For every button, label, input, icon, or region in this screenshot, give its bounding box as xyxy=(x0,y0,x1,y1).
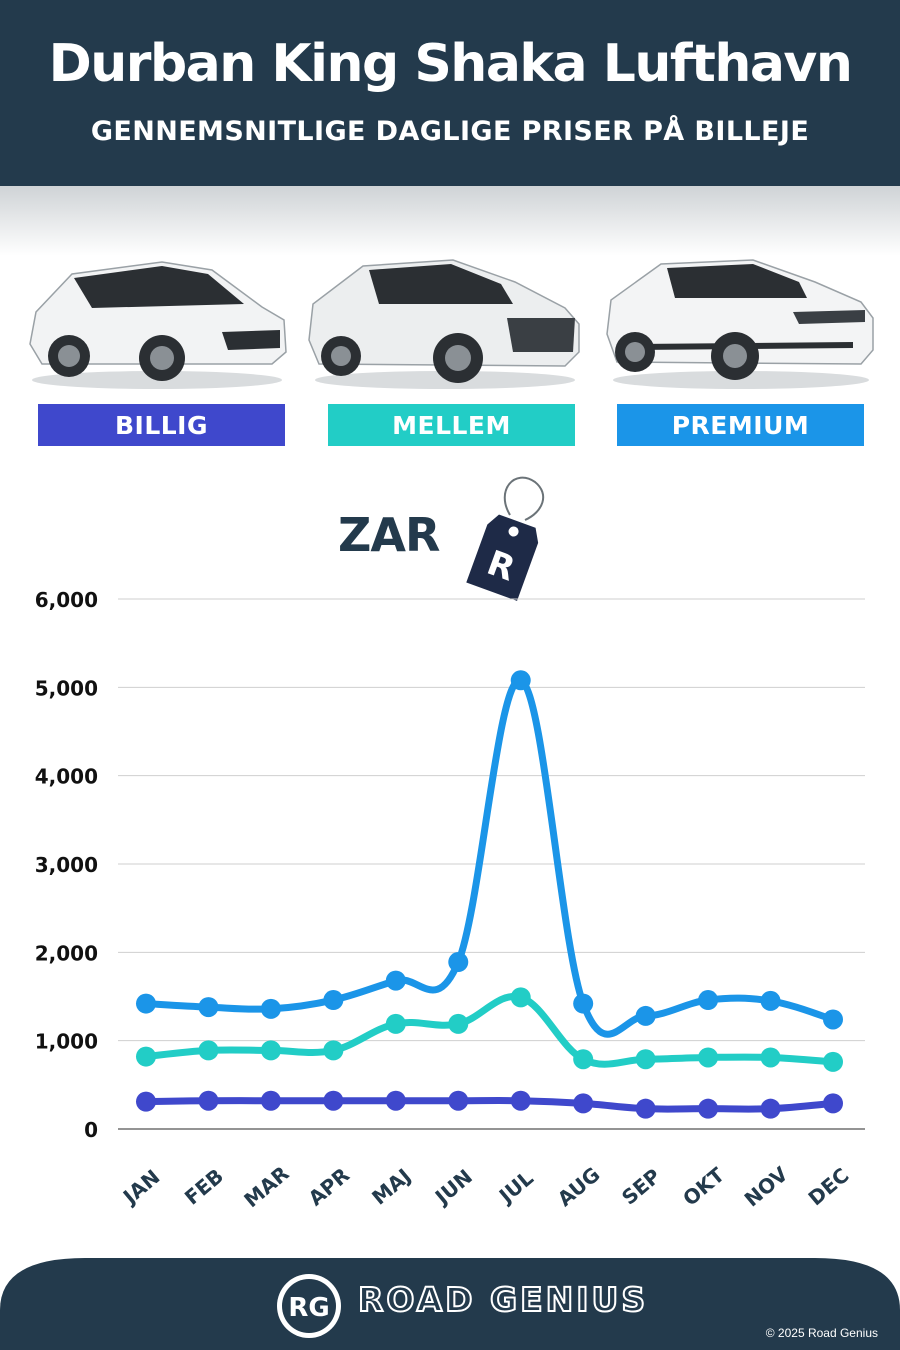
data-point xyxy=(448,1013,469,1034)
hatchback-car-icon xyxy=(29,261,287,389)
data-point xyxy=(698,990,719,1011)
category-badge-premium: PREMIUM xyxy=(617,404,864,446)
x-tick-label: JUL xyxy=(493,1166,538,1209)
data-point xyxy=(323,990,344,1011)
header-banner: Durban King Shaka Lufthavn GENNEMSNITLIG… xyxy=(0,0,900,186)
suv-car-icon xyxy=(308,259,580,389)
x-tick-label: FEB xyxy=(180,1164,228,1210)
data-point xyxy=(573,1093,594,1114)
currency-label: ZAR xyxy=(338,508,440,562)
data-point xyxy=(760,990,781,1011)
chart-y-ticks: 0 1,000 2,000 3,000 4,000 5,000 6,000 xyxy=(35,588,98,1142)
category-badge-mellem: MELLEM xyxy=(328,404,575,446)
data-point xyxy=(323,1090,344,1111)
data-point xyxy=(385,1090,406,1111)
y-tick-label: 5,000 xyxy=(35,676,98,700)
x-tick-label: MAR xyxy=(239,1161,293,1212)
logo-text: RG xyxy=(288,1293,329,1323)
x-tick-label: DEC xyxy=(804,1163,854,1210)
x-tick-label: JUN xyxy=(429,1164,477,1210)
data-point xyxy=(823,1093,843,1114)
data-point xyxy=(635,1049,656,1070)
page-subtitle: GENNEMSNITLIGE DAGLIGE PRISER PÅ BILLEJE xyxy=(90,116,810,147)
road-genius-logo-icon: RG xyxy=(277,1274,341,1338)
chart-x-ticks: JAN FEB MAR APR MAJ JUN JUL AUG SEP OKT NOV DEC xyxy=(117,1161,853,1212)
y-tick-label: 1,000 xyxy=(35,1030,98,1054)
x-tick-label: APR xyxy=(304,1163,354,1211)
y-tick-label: 2,000 xyxy=(35,941,98,965)
data-point xyxy=(136,993,156,1014)
x-tick-label: NOV xyxy=(740,1161,793,1211)
y-tick-label: 6,000 xyxy=(35,588,98,612)
data-point xyxy=(635,1005,656,1026)
price-tag-icon: R xyxy=(463,476,545,604)
data-point xyxy=(136,1091,156,1112)
series-line xyxy=(142,1097,837,1113)
series-billig xyxy=(136,1090,843,1119)
chart-series xyxy=(136,670,843,1119)
x-tick-label: SEP xyxy=(617,1164,665,1210)
data-point xyxy=(510,987,531,1008)
series-premium xyxy=(136,670,843,1038)
category-badge-billig: BILLIG xyxy=(38,404,285,446)
data-point xyxy=(198,1040,219,1061)
data-point xyxy=(760,1047,781,1068)
data-point xyxy=(573,993,594,1014)
data-point xyxy=(198,1090,219,1111)
data-point xyxy=(385,970,406,991)
x-tick-label: JAN xyxy=(117,1165,164,1210)
data-point xyxy=(698,1098,719,1119)
x-tick-label: AUG xyxy=(553,1162,605,1211)
data-point xyxy=(323,1040,344,1061)
y-tick-label: 0 xyxy=(84,1118,98,1142)
footer-banner xyxy=(0,1258,900,1350)
data-point xyxy=(635,1098,656,1119)
data-point xyxy=(760,1098,781,1119)
data-point xyxy=(823,1051,843,1072)
data-point xyxy=(448,1090,469,1111)
data-point xyxy=(698,1047,719,1068)
data-point xyxy=(823,1009,843,1030)
data-point xyxy=(573,1049,594,1070)
page-title: Durban King Shaka Lufthavn xyxy=(48,34,853,94)
data-point xyxy=(260,1090,281,1111)
series-mellem xyxy=(136,987,843,1072)
series-line xyxy=(142,676,837,1038)
data-point xyxy=(198,997,219,1018)
data-point xyxy=(448,952,469,973)
brand-name: ROAD GENIUS xyxy=(357,1280,649,1319)
data-point xyxy=(510,670,531,691)
y-tick-label: 4,000 xyxy=(35,765,98,789)
y-tick-label: 3,000 xyxy=(35,853,98,877)
luxury-suv-car-icon xyxy=(606,259,874,389)
data-point xyxy=(510,1090,531,1111)
header-shadow xyxy=(0,186,900,256)
x-tick-label: OKT xyxy=(678,1162,729,1210)
copyright: © 2025 Road Genius xyxy=(765,1326,878,1340)
data-point xyxy=(260,998,281,1019)
data-point xyxy=(385,1013,406,1034)
chart-gridlines xyxy=(118,598,865,1130)
data-point xyxy=(260,1040,281,1061)
data-point xyxy=(136,1046,156,1067)
x-tick-label: MAJ xyxy=(367,1164,415,1210)
